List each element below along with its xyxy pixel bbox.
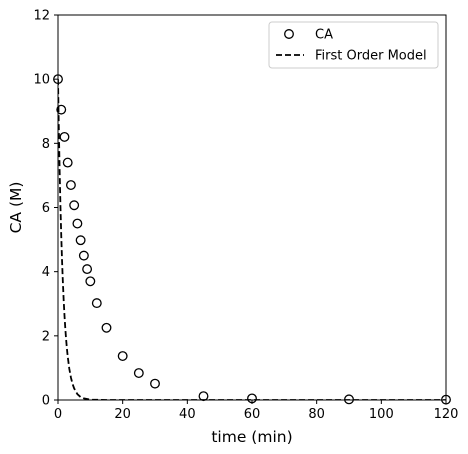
series-line-first-order-model (58, 79, 446, 400)
legend-label-first-order-model: First Order Model (315, 49, 427, 64)
data-point-ca (59, 131, 70, 142)
data-point-ca (85, 276, 96, 287)
axes: 0 20 40 60 80 100 120 0 2 4 6 8 10 12 time (min) CA (M) (7, 9, 458, 447)
plot-area (53, 74, 451, 405)
data-point-ca (69, 200, 80, 211)
legend-marker-ca (284, 29, 294, 39)
data-point-ca (91, 298, 102, 309)
data-point-ca (101, 322, 112, 333)
x-tick-label: 100 (369, 407, 394, 422)
y-tick-label: 2 (42, 329, 50, 344)
y-tick-label: 12 (33, 9, 50, 24)
data-point-ca (344, 394, 354, 405)
data-point-ca (82, 264, 93, 275)
x-tick-label: 20 (114, 407, 131, 422)
data-point-ca (75, 235, 86, 246)
legend: CA First Order Model (268, 21, 439, 69)
y-tick-label: 6 (42, 201, 50, 216)
data-point-ca (56, 104, 67, 115)
y-tick-label: 10 (33, 73, 50, 88)
y-tick-label: 0 (42, 394, 50, 409)
data-point-ca (78, 250, 89, 261)
legend-label-ca: CA (315, 28, 333, 43)
x-tick-label: 120 (434, 407, 459, 422)
x-tick-label: 40 (179, 407, 196, 422)
y-tick-label: 8 (42, 137, 50, 152)
legend-box (268, 21, 439, 69)
data-point-ca (117, 351, 128, 362)
x-tick-label: 80 (308, 407, 325, 422)
y-tick-label: 4 (42, 265, 50, 280)
x-axis-label: time (min) (211, 428, 292, 446)
data-point-ca (150, 378, 160, 389)
data-point-ca (62, 157, 73, 168)
y-axis-label: CA (M) (7, 182, 25, 234)
data-point-ca (133, 368, 144, 379)
axes-frame (57, 14, 447, 401)
x-tick-label: 0 (54, 407, 62, 422)
data-point-ca (72, 218, 83, 229)
data-point-ca (65, 180, 76, 190)
x-tick-label: 60 (244, 407, 261, 422)
